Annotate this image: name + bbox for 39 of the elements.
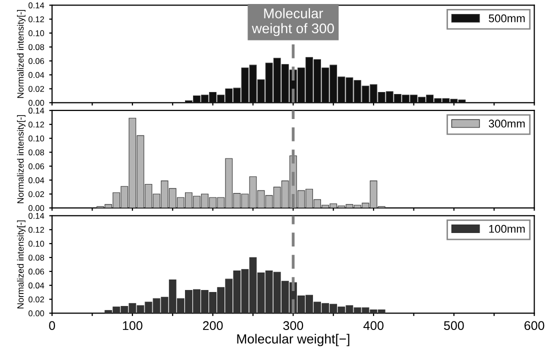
ref-line-label: Molecular weight of 300 — [252, 8, 334, 36]
y-tick-label: 0.12 — [28, 16, 44, 22]
x-tick-label: 500 — [444, 321, 464, 330]
y-tick-label: 0.00 — [28, 205, 44, 212]
x-tick-label: 300 — [283, 321, 304, 330]
y-tick-label: 0.08 — [28, 254, 44, 261]
y-tick-label: 0.04 — [28, 177, 44, 184]
y-tick-label: 0.02 — [28, 191, 44, 198]
y-tick-label: 0.04 — [28, 72, 44, 78]
x-tick-label: 600 — [524, 321, 544, 330]
y-tick-label: 0.10 — [28, 136, 44, 142]
y-tick-label: 0.00 — [28, 100, 44, 106]
y-tick-label: 0.06 — [28, 268, 44, 275]
y-tick-label: 0.12 — [28, 122, 44, 128]
y-tick-label: 0.06 — [28, 58, 44, 64]
y-tick-label: 0.14 — [28, 212, 44, 219]
y-tick-label: 0.02 — [28, 86, 44, 92]
y-axis-title: Normalized intensity[-] — [17, 220, 26, 308]
y-tick-label: 0.10 — [28, 30, 44, 36]
y-tick-label: 0.02 — [28, 296, 44, 302]
x-tick-label: 200 — [203, 321, 223, 330]
legend-label: 300mm — [488, 120, 525, 128]
x-axis-title: Molecular weight[−] — [237, 334, 350, 346]
x-tick-label: 0 — [49, 321, 56, 330]
x-tick-label: 400 — [363, 321, 384, 330]
x-tick-label: 100 — [122, 321, 142, 330]
y-tick-label: 0.04 — [28, 282, 44, 288]
y-tick-label: 0.10 — [28, 240, 44, 247]
y-tick-label: 0.00 — [28, 310, 44, 316]
y-tick-label: 0.12 — [28, 226, 44, 233]
y-tick-label: 0.14 — [28, 108, 44, 114]
y-tick-label: 0.08 — [28, 149, 44, 156]
legend-label: 100mm — [489, 224, 525, 233]
y-axis-title: Normalized intensity[-] — [17, 115, 26, 204]
y-tick-label: 0.06 — [28, 163, 44, 170]
y-tick-label: 0.08 — [28, 44, 44, 50]
y-axis-title: Normalized intensity[-] — [17, 10, 26, 98]
legend-label: 500mm — [488, 14, 525, 22]
y-tick-label: 0.14 — [28, 2, 44, 8]
